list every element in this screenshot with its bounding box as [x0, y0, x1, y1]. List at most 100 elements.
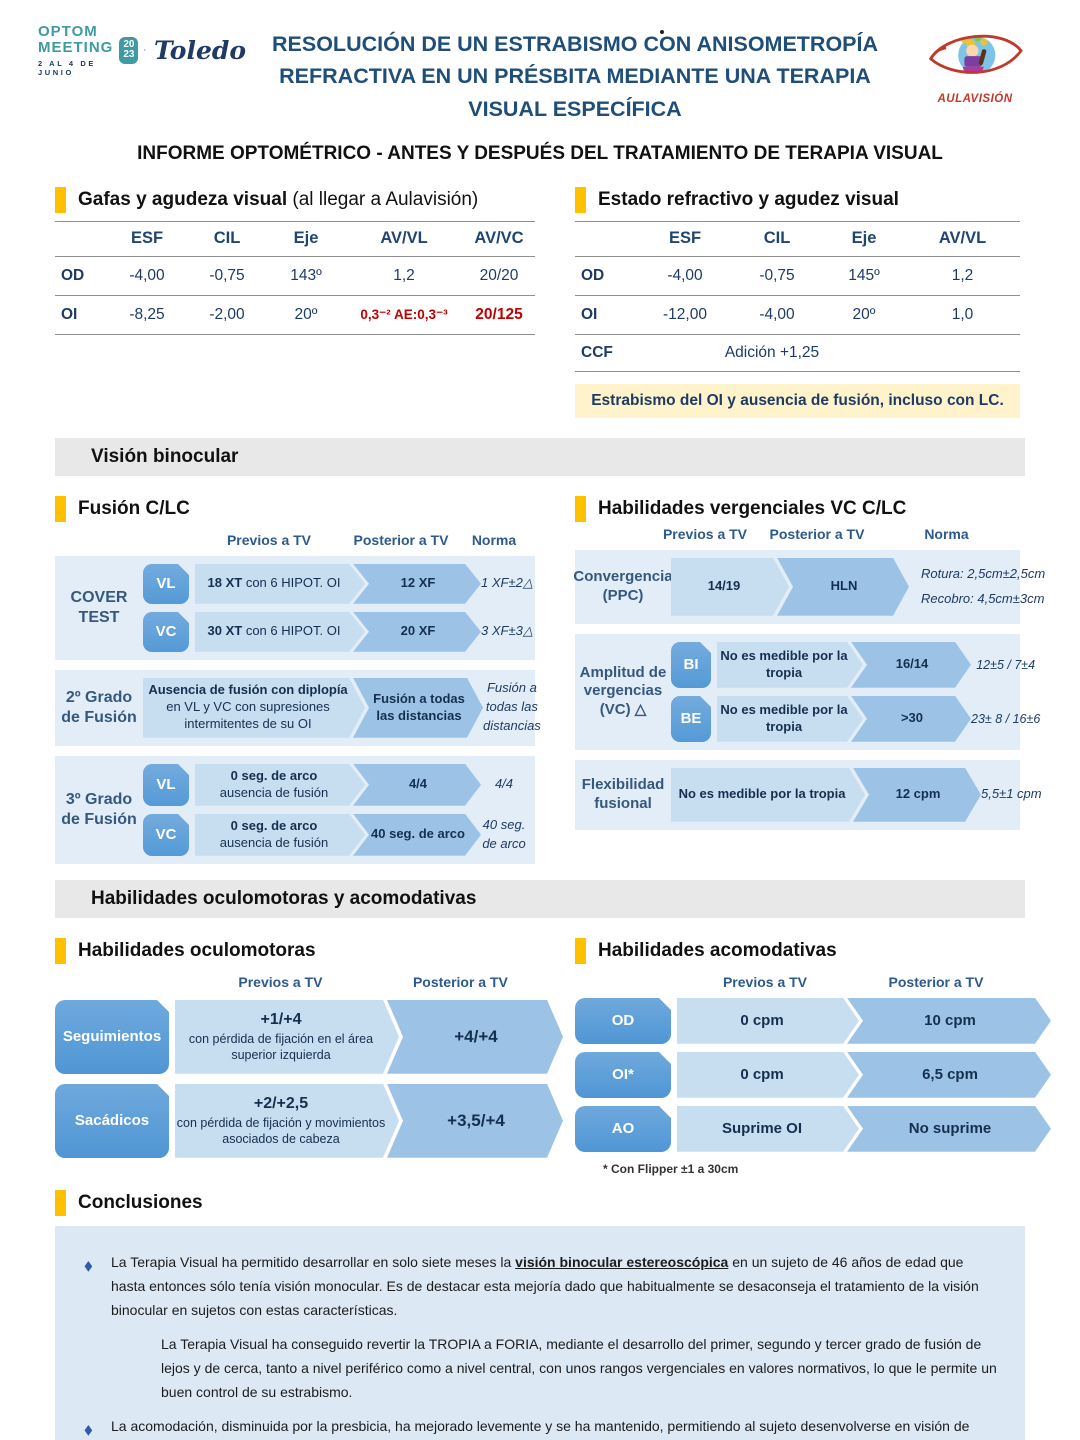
- yellow-marker: [55, 186, 66, 213]
- fusion-section: Fusión C/LC Previos a TV Posterior a TV …: [55, 482, 541, 864]
- yellow-marker: [575, 495, 586, 522]
- prev-arrow: Suprime OI: [677, 1106, 859, 1152]
- post-arrow: 40 seg. de arco: [353, 814, 481, 856]
- accommodative-row-oi: OI* 0 cpm 6,5 cpm: [575, 1051, 1020, 1098]
- col-head-norma: Norma: [924, 525, 969, 542]
- be-badge: BE: [671, 695, 711, 742]
- conclusion-item-3: ◆ La acomodación, disminuida por la pres…: [77, 1414, 997, 1440]
- col-head-posterior: Posterior a TV: [888, 973, 984, 990]
- yellow-marker: [55, 495, 66, 522]
- glasses-table: ESF CIL Eje AV/VL AV/VC OD -4,00 -0,75 1…: [55, 220, 535, 335]
- norma-value: 5,5±1 cpm: [981, 786, 1042, 802]
- norma-value: 12±5 / 7±4: [976, 657, 1036, 672]
- col-cil: CIL: [763, 229, 791, 248]
- bi-badge: BI: [671, 641, 711, 688]
- amplitude-row-be: BE No es medible por la tropia >30 23± 8…: [671, 695, 1041, 742]
- col-avvl: AV/VL: [380, 229, 428, 248]
- report-subtitle: INFORME OPTOMÉTRICO - ANTES Y DESPUÉS DE…: [137, 142, 943, 164]
- norma-value: 40 seg. de arco: [482, 816, 526, 851]
- post-arrow: >30: [851, 696, 971, 742]
- prev-arrow: +1/+4 con pérdida de fijación en el área…: [175, 1000, 399, 1074]
- accommodative-section: Habilidades acomodativas Previos a TV Po…: [575, 924, 1020, 1176]
- refractive-state-section: Estado refractivo y agudez visual ESF CI…: [575, 186, 1020, 418]
- accommodative-title: Habilidades acomodativas: [598, 939, 837, 961]
- col-head-previos: Previos a TV: [722, 973, 808, 990]
- conclusions-box: ◆ La Terapia Visual ha permitido desarro…: [55, 1225, 1025, 1440]
- cover-test-row-vc: VC 30 XT con 6 HIPOT. OI 20 XF 3 XF±3△: [143, 611, 533, 652]
- flexibility-label: Flexibilidad fusional: [581, 776, 665, 812]
- prev-arrow: 0 seg. de arco ausencia de fusión: [195, 814, 365, 856]
- optom-year-badge: 20 23: [119, 36, 139, 64]
- post-arrow: +3,5/+4: [387, 1084, 563, 1158]
- optom-word1: OPTOM: [38, 23, 98, 40]
- toledo-star-icon: [144, 49, 147, 52]
- low-acuity-value: 0,3⁻² AE:0,3⁻³: [360, 306, 448, 322]
- col-avvl: AV/VL: [938, 229, 987, 248]
- grade3-row-vl: VL 0 seg. de arco ausencia de fusión 4/4…: [143, 763, 527, 806]
- col-avvc: AV/VC: [474, 229, 524, 248]
- aulavision-wordmark: AULAVISIÓN: [937, 93, 1013, 105]
- grade2-label: 2º Grado de Fusión: [61, 688, 137, 726]
- pursuits-row: Seguimientos +1/+4 con pérdida de fijaci…: [55, 999, 535, 1074]
- norma-value: 23± 8 / 16±6: [971, 711, 1041, 726]
- accommodative-row-ao: AO Suprime OI No suprime: [575, 1105, 1020, 1152]
- prev-arrow: 18 XT con 6 HIPOT. OI: [195, 564, 365, 604]
- amplitude-label: Amplitud de vergencias (VC) △: [579, 663, 667, 719]
- aulavision-eye-icon: [929, 34, 1023, 74]
- yellow-marker: [55, 937, 66, 964]
- post-arrow: 12 XF: [353, 564, 481, 604]
- aulavision-logo: AULAVISIÓN: [904, 24, 1046, 105]
- strabismus-note: Estrabismo del OI y ausencia de fusión, …: [575, 383, 1020, 418]
- post-arrow: 4/4: [353, 764, 481, 806]
- conclusions-title: Conclusiones: [78, 1191, 203, 1213]
- cover-test-panel: COVER TEST VL 18 XT con 6 HIPOT. OI 12 X…: [55, 555, 535, 660]
- glasses-table-title: Gafas y agudeza visual (al llegar a Aula…: [78, 188, 479, 210]
- table-row-od: OD -4,00 -0,75 143º 1,2 20/20: [55, 257, 535, 296]
- norma-value: Rotura: 2,5cm±2,5cm Recobro: 4,5cm±3cm: [921, 565, 1046, 606]
- poster-header: OPTOM MEETING 2 AL 4 DE JUNIO 20 23 Tole…: [0, 0, 1080, 125]
- post-arrow: 16/14: [851, 642, 971, 688]
- vl-badge: VL: [143, 763, 189, 806]
- vl-badge: VL: [143, 563, 189, 604]
- vc-badge: VC: [143, 813, 189, 856]
- col-head-previos: Previos a TV: [662, 525, 748, 542]
- prev-arrow: No es medible por la tropia: [671, 768, 865, 822]
- accommodative-row-od: OD 0 cpm 10 cpm: [575, 997, 1020, 1044]
- post-arrow: 10 cpm: [847, 998, 1051, 1044]
- grade3-row-vc: VC 0 seg. de arco ausencia de fusión 40 …: [143, 813, 527, 856]
- post-arrow: 12 cpm: [853, 768, 981, 822]
- convergence-label: Convergencia (PPC): [573, 568, 673, 604]
- table-row-oi: OI -12,00 -4,00 20º 1,0: [575, 296, 1020, 335]
- flipper-footnote: * Con Flipper ±1 a 30cm: [603, 1161, 739, 1176]
- post-arrow: 20 XF: [353, 612, 481, 652]
- saccades-row: Sacádicos +2/+2,5 con pérdida de fijació…: [55, 1083, 535, 1158]
- prev-arrow: 0 seg. de arco ausencia de fusión: [195, 764, 365, 806]
- prev-arrow: 14/19: [671, 558, 789, 616]
- col-head-previos: Previos a TV: [226, 531, 312, 548]
- section-band-binocular: Visión binocular: [55, 437, 1025, 476]
- col-head-previos: Previos a TV: [238, 973, 323, 990]
- col-cil: CIL: [213, 229, 241, 248]
- prev-arrow: 30 XT con 6 HIPOT. OI: [195, 612, 365, 652]
- yellow-marker: [575, 186, 586, 213]
- fusional-flexibility-panel: Flexibilidad fusional No es medible por …: [575, 759, 1042, 830]
- col-head-norma: Norma: [471, 531, 517, 548]
- toledo-wordmark: Toledo: [154, 35, 246, 65]
- refractive-table-title: Estado refractivo y agudez visual: [598, 188, 899, 210]
- norma-value: Fusión a todas las distancias: [483, 680, 541, 734]
- col-head-posterior: Posterior a TV: [412, 973, 508, 990]
- grade3-fusion-panel: 3º Grado de Fusión VL 0 seg. de arco aus…: [55, 755, 535, 864]
- yellow-marker: [55, 1189, 66, 1216]
- grade2-fusion-panel: 2º Grado de Fusión Ausencia de fusión co…: [55, 669, 541, 746]
- saccades-badge: Sacádicos: [55, 1083, 169, 1158]
- post-arrow: +4/+4: [387, 1000, 563, 1074]
- oculomotor-section: Habilidades oculomotoras Previos a TV Po…: [55, 924, 535, 1176]
- low-acuity-value-near: 20/125: [475, 305, 523, 323]
- col-eje: Eje: [851, 229, 877, 248]
- post-arrow: 6,5 cpm: [847, 1052, 1051, 1098]
- norma-value: 3 XF±3△: [481, 623, 533, 639]
- norma-value: 4/4: [494, 776, 514, 792]
- optom-meeting-logo: OPTOM MEETING 2 AL 4 DE JUNIO 20 23 Tole…: [38, 24, 246, 77]
- col-esf: ESF: [668, 229, 702, 248]
